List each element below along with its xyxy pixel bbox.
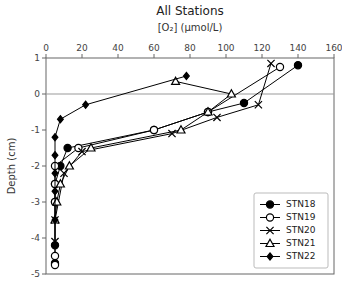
legend-marker: [267, 253, 273, 260]
x-tick: [190, 54, 191, 58]
y-tick-label: -5: [31, 269, 40, 279]
legend-label: STN21: [286, 238, 315, 248]
x-tick: [262, 54, 263, 58]
plot-frame: [46, 58, 334, 274]
y-tick: [42, 166, 46, 167]
y-tick: [42, 58, 46, 59]
x-tick: [118, 54, 119, 58]
series-line: [55, 67, 280, 265]
data-point: [56, 180, 64, 187]
legend-marker: [266, 201, 273, 208]
y-tick-label: -4: [31, 233, 40, 243]
legend-label: STN22: [286, 251, 315, 261]
x-tick-label: 80: [184, 43, 196, 53]
data-point: [213, 114, 220, 121]
legend-marker: [266, 214, 273, 221]
y-tick: [42, 238, 46, 239]
y-tick: [42, 202, 46, 203]
data-point: [52, 152, 58, 159]
legend-label: STN19: [286, 212, 316, 222]
x-tick-label: 40: [112, 43, 124, 53]
x-tick-label: 120: [253, 43, 270, 53]
data-point: [51, 252, 58, 259]
data-point: [52, 134, 58, 141]
x-tick-label: 20: [76, 43, 88, 53]
x-axis-label: [O₂] (μmol/L): [158, 22, 223, 33]
x-tick: [226, 54, 227, 58]
data-point: [51, 261, 58, 268]
data-point: [150, 126, 157, 133]
data-point: [52, 188, 58, 195]
x-tick: [154, 54, 155, 58]
legend-marker: [266, 239, 274, 246]
data-point: [58, 116, 64, 123]
data-point: [78, 148, 85, 155]
x-tick-label: 160: [325, 43, 342, 53]
y-tick-label: -2: [31, 161, 40, 171]
series-line: [55, 63, 271, 241]
series-line: [55, 81, 231, 220]
x-tick: [298, 54, 299, 58]
x-tick: [46, 54, 47, 58]
x-tick-label: 100: [217, 43, 234, 53]
title: All Stations: [156, 4, 224, 18]
legend-label: STN20: [286, 225, 316, 235]
x-tick: [334, 54, 335, 58]
data-point: [87, 144, 95, 151]
data-point: [51, 216, 59, 223]
data-point: [294, 62, 301, 69]
data-point: [267, 60, 274, 67]
series-line: [55, 76, 186, 220]
data-point: [184, 72, 190, 79]
y-tick-label: 0: [34, 89, 40, 99]
y-tick-label: 1: [34, 53, 40, 63]
legend-box: [254, 193, 328, 268]
legend-marker: [266, 227, 273, 234]
reference-line: [46, 94, 334, 95]
data-point: [51, 216, 58, 223]
y-tick: [42, 94, 46, 95]
data-point: [177, 126, 185, 133]
legend: STN18 STN19 STN20 STN21 STN22: [254, 193, 328, 268]
data-point: [240, 99, 247, 106]
x-tick-label: 0: [43, 43, 49, 53]
data-point: [52, 170, 58, 177]
data-point: [204, 108, 212, 115]
y-tick-label: -3: [31, 197, 40, 207]
data-point: [65, 162, 73, 169]
y-tick: [42, 130, 46, 131]
data-point: [150, 126, 157, 133]
data-point: [64, 144, 71, 151]
x-tick-label: 60: [148, 43, 160, 53]
plot-area: [46, 60, 334, 269]
data-point: [51, 238, 58, 245]
data-point: [227, 90, 235, 97]
data-point: [53, 198, 61, 205]
data-point: [83, 101, 89, 108]
data-point: [52, 216, 58, 223]
x-tick-label: 140: [289, 43, 306, 53]
x-tick: [82, 54, 83, 58]
y-tick-label: -1: [31, 125, 40, 135]
data-point: [255, 101, 262, 108]
y-axis-label: Depth (cm): [6, 138, 17, 195]
data-point: [276, 63, 283, 70]
legend-label: STN18: [286, 199, 316, 209]
y-tick: [42, 274, 46, 275]
chart: All Stations [O₂] (μmol/L) Depth (cm) 0 20 40…: [0, 0, 342, 283]
